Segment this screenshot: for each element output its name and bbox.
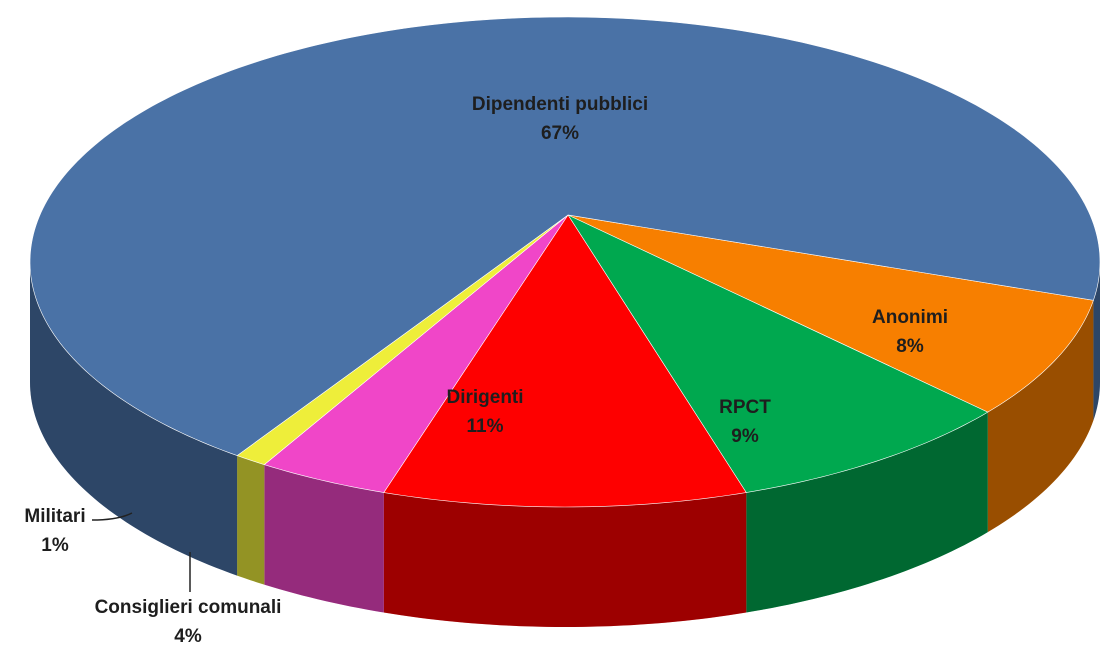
slice-side: [383, 492, 747, 627]
slice-side-shade: [987, 300, 1094, 533]
slice-label: Militari: [24, 506, 85, 527]
slice-side: [264, 464, 384, 613]
slice-side-shade: [264, 464, 384, 613]
slice-side: [746, 412, 988, 613]
slice-side: [1093, 262, 1100, 421]
slice: [263, 214, 569, 493]
slice: [567, 214, 989, 493]
slice-value-label: 8%: [896, 336, 924, 357]
slice-value-label: 67%: [541, 123, 579, 144]
slice: [567, 214, 1094, 413]
slice-value-label: 1%: [41, 535, 69, 556]
leader-line: [91, 512, 133, 521]
slice-side-shade: [30, 262, 238, 576]
slice-side: [30, 262, 238, 576]
slice-value-label: 11%: [467, 416, 504, 437]
slice-label: Anonimi: [872, 307, 948, 328]
slice-side: [237, 455, 265, 585]
slice-label: Dipendenti pubblici: [472, 94, 648, 115]
slice-side-shade: [1093, 262, 1100, 421]
slice-side-shade: [746, 412, 988, 613]
slice-label: Dirigenti: [446, 387, 523, 408]
slice-side: [987, 300, 1094, 533]
slice-value-label: 9%: [731, 426, 759, 447]
slice-side-shade: [237, 455, 265, 585]
slice: [383, 214, 747, 508]
slice: [29, 16, 1101, 456]
slice-value-label: 4%: [174, 626, 202, 647]
slice-label: Consiglieri comunali: [95, 597, 282, 618]
slice-side-shade: [383, 492, 747, 627]
slice-label: RPCT: [719, 397, 771, 418]
